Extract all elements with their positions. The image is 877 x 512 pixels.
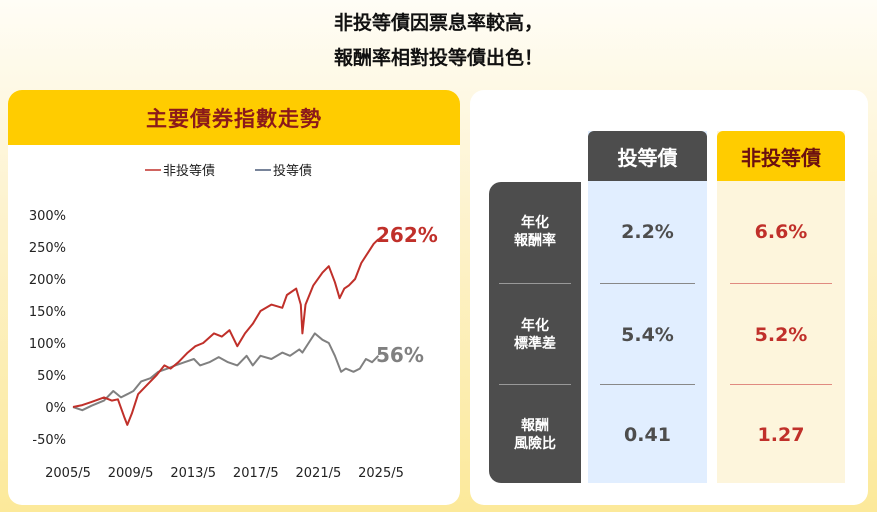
row-label-annual-stdev: 年化 標準差 bbox=[514, 318, 556, 352]
end-value-label: 262% bbox=[376, 223, 438, 247]
x-tick-label: 2005/5 bbox=[45, 466, 91, 481]
divider bbox=[600, 384, 695, 385]
legend-label-1: 投等債 bbox=[273, 163, 312, 179]
x-tick-label: 2021/5 bbox=[296, 466, 342, 481]
headline-line-2: 報酬率相對投等債出色！ bbox=[333, 47, 543, 69]
chart-card: 主要債券指數走勢 bbox=[8, 90, 460, 505]
column-header-investment-grade: 投等債 bbox=[588, 131, 707, 181]
divider bbox=[499, 384, 571, 385]
divider bbox=[730, 384, 832, 385]
y-tick-label: -50% bbox=[32, 433, 66, 448]
x-tick-label: 2009/5 bbox=[108, 466, 154, 481]
value-ig-return: 2.2% bbox=[621, 221, 674, 243]
y-tick-label: 300% bbox=[29, 209, 66, 224]
divider bbox=[499, 283, 571, 284]
x-tick-label: 2025/5 bbox=[358, 466, 404, 481]
x-tick-label: 2013/5 bbox=[170, 466, 216, 481]
value-hy-stdev: 5.2% bbox=[754, 324, 808, 346]
series-line-high-yield bbox=[72, 238, 379, 426]
y-tick-label: 0% bbox=[45, 401, 66, 416]
value-ig-stdev: 5.4% bbox=[621, 324, 674, 346]
headline-line-1: 非投等債因票息率較高， bbox=[333, 12, 543, 34]
legend-label-0: 非投等債 bbox=[163, 163, 215, 179]
value-hy-return: 6.6% bbox=[754, 221, 808, 243]
comparison-table-card: 年化 報酬率 年化 標準差 報酬 風險比 投等債 2.2% 5.4% 0.41 非投等… bbox=[470, 90, 868, 505]
end-value-label: 56% bbox=[376, 343, 424, 367]
divider bbox=[730, 283, 832, 284]
value-ig-ratio: 0.41 bbox=[624, 424, 671, 446]
y-tick-label: 150% bbox=[29, 305, 66, 320]
column-header-high-yield: 非投等債 bbox=[717, 131, 845, 181]
row-label-return-risk-ratio: 報酬 風險比 bbox=[514, 418, 556, 452]
divider bbox=[600, 283, 695, 284]
row-label-annual-return: 年化 報酬率 bbox=[514, 215, 556, 249]
series-line-investment-grade bbox=[72, 332, 380, 412]
chart-card-title: 主要債券指數走勢 bbox=[8, 90, 460, 145]
y-tick-label: 100% bbox=[29, 337, 66, 352]
y-tick-label: 250% bbox=[29, 241, 66, 256]
x-tick-label: 2017/5 bbox=[233, 466, 279, 481]
y-tick-label: 200% bbox=[29, 273, 66, 288]
value-hy-ratio: 1.27 bbox=[757, 424, 805, 446]
y-tick-label: 50% bbox=[37, 369, 66, 384]
column-investment-grade: 投等債 2.2% 5.4% 0.41 bbox=[588, 131, 707, 483]
column-high-yield: 非投等債 6.6% 5.2% 1.27 bbox=[717, 131, 845, 483]
row-header-column: 年化 報酬率 年化 標準差 報酬 風險比 bbox=[489, 182, 581, 483]
